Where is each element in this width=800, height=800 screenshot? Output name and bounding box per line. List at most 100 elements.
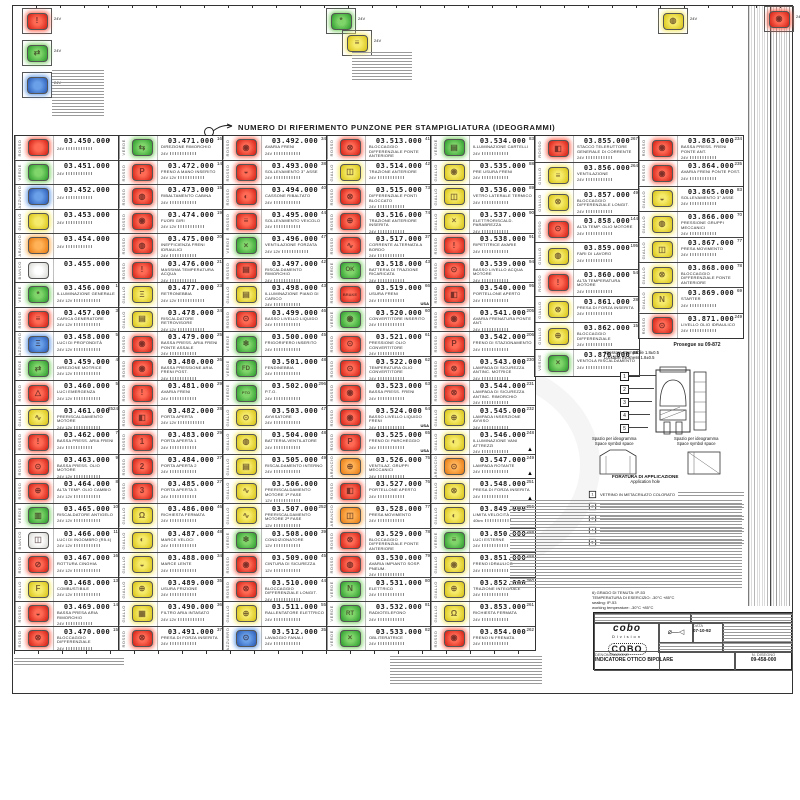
ideogram-cell: VERDE 03.451.000 24V [15,160,119,186]
punch-ref-number: 90 [528,209,534,215]
punch-number: 03.505.000 [271,455,319,464]
voltage-code: 24V [577,209,637,214]
icon-box: 1 [127,430,158,454]
lens-color-label: VERDE [223,234,231,258]
punch-ref-number: 261 [526,602,534,608]
punch-number: 03.866.000 [687,213,735,222]
punch-ref-number: 44 [320,209,326,215]
punch-ref-number: 230 [526,356,534,362]
voltage-code: 24V [369,572,429,577]
lens-color-label: ROSSO [327,332,335,356]
punch-number: 03.503.000 [271,406,319,415]
ideogram-cell: ROSSO ◍ 03.473.000 RIBALTAMENTO CABINA 24V 15 [119,185,223,210]
punch-ref-number: 248 [526,430,534,436]
voltage-code: 24V [57,146,117,151]
lens-color-label: ROSSO [119,234,127,258]
ideogram-icon: ◍ [235,433,257,451]
callout-number: 3 [620,398,629,407]
lens-color-label: ROSSO [119,405,127,430]
punch-ref-number: 264 [630,162,638,168]
punch-number: 03.471.000 [167,137,215,145]
lens-color-label: ROSSO [327,430,335,454]
ideogram-icon: ◉ [339,310,361,328]
voltage-code: 24V [577,289,637,294]
voltage-code: 24V [369,298,429,303]
icon-box: ◐ [127,528,158,553]
icon-box: ◒ [127,553,158,577]
punch-ref-number: 62 [424,356,430,362]
punch-ref-number: 89 [528,185,534,191]
ideogram-cell: VERDE ▤ 03.534.000 ILLUMINAZIONE CARTELLI 24… [431,136,535,161]
ideogram-icon: ◐ [443,433,465,451]
voltage-code: 24V [265,469,325,474]
ideogram-cell: ROSSO P 03.542.000 FRENO DI STAZIONAMENTO 24… [431,332,535,357]
ideogram-description: BASSA PRESA ARIA RIMORCHIO [57,610,98,620]
icon-box: 3 [127,479,158,503]
ideogram-description: FILTRO ARIA INTASATO [161,610,210,616]
voltage-code: 24V [265,278,325,282]
part-description: INDICATORE OTTICO BIPOLARE [595,657,674,663]
lens-color-label: GIALLO [223,283,231,307]
ideogram-icon: ◍ [662,12,684,30]
ideogram-cell: VERDE ⇄ 03.459.000 DIREZIONE MOTRICE 24V 12V… [15,356,119,382]
ideogram-icon: ! [443,237,465,255]
ideogram-column-6: ROSSO ◧ 03.855.000 STACCO TELERUTTORE GENER… [534,135,640,377]
ideogram-description: LIMITA VELOCITÀ [473,511,510,517]
icon-box: ◉ [647,161,678,186]
voltage-code: 24V [473,200,533,205]
punch-number: 03.474.000 [167,210,215,219]
icon-box: Ω [127,503,158,528]
punch-ref-number: 46 [216,503,222,509]
punch-number: 03.497.000 [271,259,319,268]
lens-color-label: GIALLO [639,237,647,262]
icon-box: ⊗ [439,479,470,503]
ideogram-icon: ! [547,274,569,292]
punch-number: 03.472.000 [167,161,215,170]
punch-number: 03.510.000 [271,578,319,587]
ideogram-cell: BIANCO 03.455.000 [15,258,119,284]
icon-box: ! [127,381,158,405]
icon-box: ≡ [23,307,54,332]
icon-box: Ξ [23,332,54,356]
punch-number: 03.532.000 [375,603,423,612]
icon-box: 2 [127,454,158,479]
icon-box: × [439,209,470,234]
voltage-code: 24V [54,16,62,21]
ideogram-cell: ROSSO ▤ 03.497.000 RISCALDAMENTO RIMORCHIO 2… [223,258,327,284]
punch-ref-number: 27 [216,454,222,460]
ideogram-description: AVARIA FRENI PONTE POST. [681,169,741,175]
lens-color-label: ROSSO [431,332,439,356]
ideogram-icon: ◉ [768,10,790,28]
ideogram-cell: ARANCIO ◫ 03.528.000 PRESA MOVIMENTO 24V 77 [327,503,431,529]
ideogram-cell: ROSSO ◍ 03.530.000 AVARIA IMPIANTO SOSP. PN… [327,553,431,578]
crescent-mark: ◖ [106,137,111,144]
ideogram-cell: ROSSO ⊙ 03.522.000 TEMPERATURA OLIO CONVERT… [327,356,431,382]
icon-box: ◍ [647,212,678,237]
lens-color-label: ROSSO [119,430,127,454]
ideogram-cell: GIALLO ≡ 03.856.000 VENTILAZIONE 24V 264 [535,162,639,190]
voltage-code: 24V [161,376,221,380]
voltage-code: 12V [265,523,325,528]
ideogram-cell: GIALLO × 03.537.000 ELETTRORISCALD. PARABRE… [431,209,535,235]
voltage-code: 24V [681,286,741,287]
ideogram-description: VENTILAZ. GRUPPI MECCANICI [369,462,409,473]
application-hole-label: FORATURA DI APPLICAZIONE Application hole [612,474,679,484]
ideogram-cell: GIALLO ▦ 03.490.000 FILTRO ARIA INTASATO 24V… [119,602,223,627]
voltage-code: 24V [265,347,325,352]
lens-color-label: BIANCO [15,528,23,553]
voltage-code: 24V [369,592,429,597]
punch-number: 03.862.000 [583,324,631,333]
voltage-code: 24V [796,14,800,19]
ideogram-icon [27,237,49,255]
punch-number: 03.514.000 [375,161,423,170]
icon-box: ⊕ [231,602,262,626]
punch-ref-number: 47 [320,405,326,411]
icon-box: ❄ [231,528,262,553]
punch-number: 03.870.000 [583,351,631,360]
ideogram-description: PRESA MOVIMENTO [681,245,724,251]
ideogram-description: AVARIA FRENI [161,389,191,395]
voltage-code: 24V [681,201,741,206]
icon-box: ⊙ [335,332,366,356]
voltage-code: 24V [577,177,637,182]
punch-number: 03.517.000 [375,235,423,244]
